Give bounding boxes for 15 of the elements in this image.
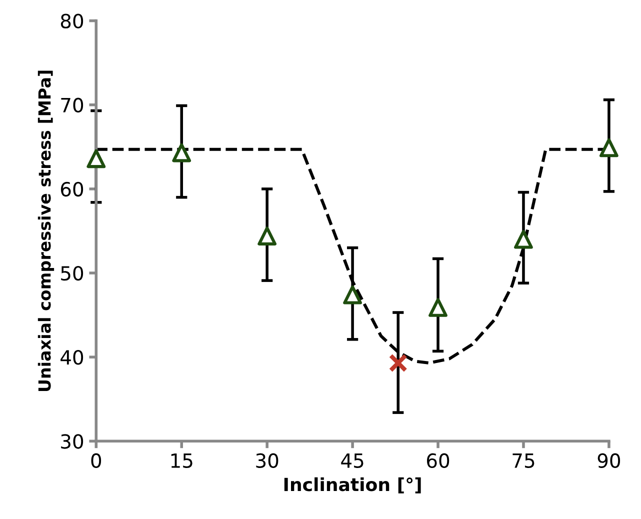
x-tick-label: 60 [427, 453, 450, 468]
x-tick-label: 90 [598, 453, 620, 468]
y-tick-label: 70 [61, 98, 84, 112]
y-tick-label: 40 [60, 350, 84, 365]
y-axis-title: Uniaxial compressive stress [MPa] [38, 70, 54, 391]
y-tick-label: 80 [60, 14, 84, 28]
x-axis-title: Inclination [°] [284, 477, 421, 494]
y-tick-label: 50 [61, 266, 84, 281]
x-tick-label: 45 [341, 454, 364, 468]
x-tick-label: 75 [512, 454, 534, 468]
x-tick-label: 15 [171, 454, 192, 468]
y-tick-label: 60 [60, 182, 84, 197]
y-tick-label: 30 [61, 434, 84, 449]
x-tick-label: 0 [91, 453, 102, 468]
x-tick-label: 30 [256, 453, 278, 468]
